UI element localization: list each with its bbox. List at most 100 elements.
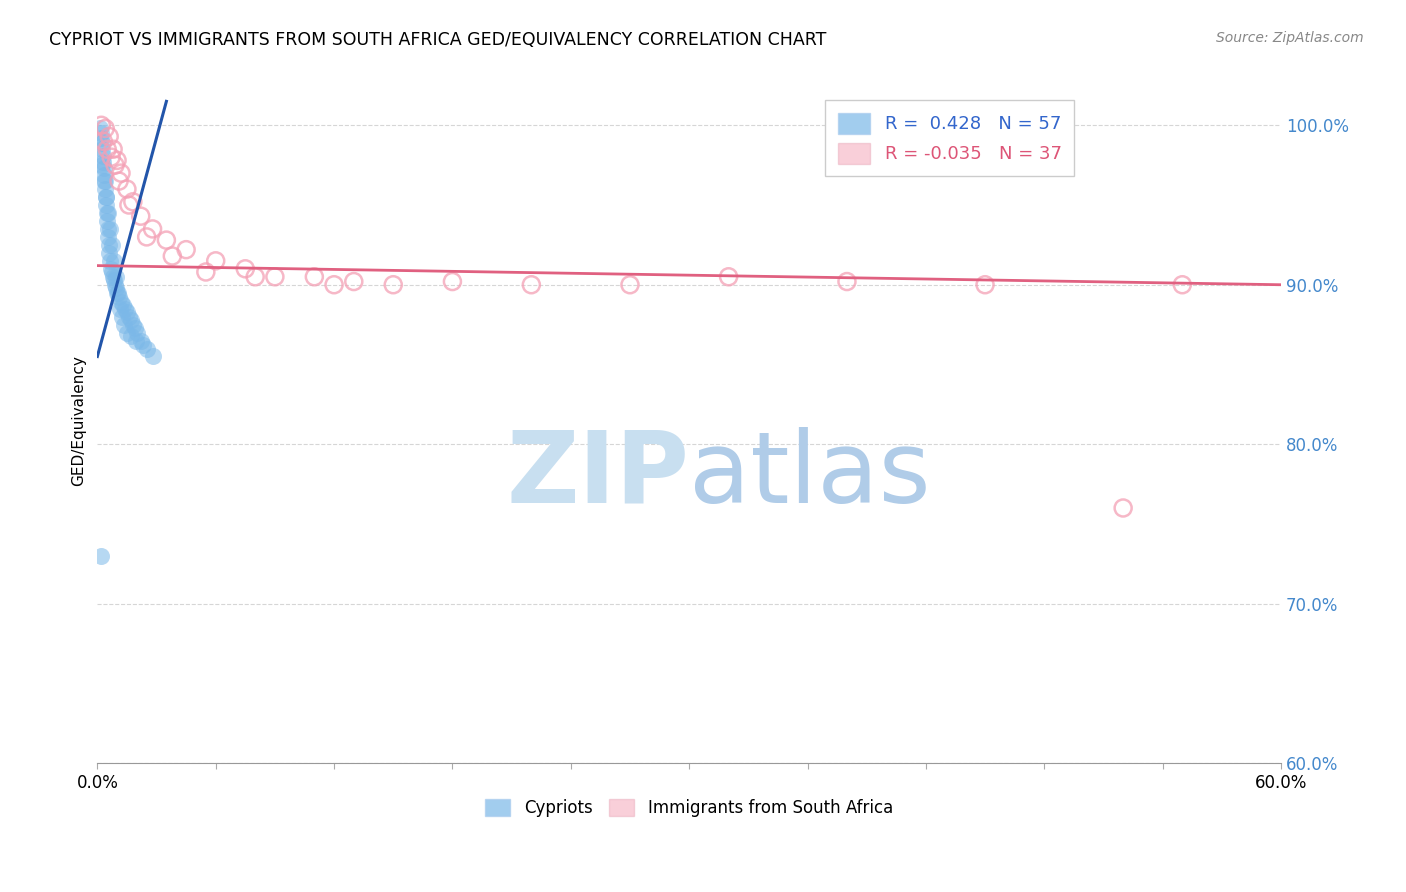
Point xyxy=(91,148,114,162)
Text: Source: ZipAtlas.com: Source: ZipAtlas.com xyxy=(1216,31,1364,45)
Point xyxy=(105,269,128,284)
Point xyxy=(107,285,129,300)
Y-axis label: GED/Equivalency: GED/Equivalency xyxy=(72,355,86,486)
Point xyxy=(120,313,142,327)
Point xyxy=(155,233,177,247)
Point xyxy=(194,265,217,279)
Point xyxy=(129,209,152,223)
Point xyxy=(108,291,131,305)
Point xyxy=(111,310,134,324)
Point xyxy=(90,549,112,563)
Point xyxy=(115,182,138,196)
Point xyxy=(142,350,165,364)
Point xyxy=(101,265,124,279)
Point xyxy=(96,190,118,204)
Point xyxy=(118,198,141,212)
Point xyxy=(96,142,118,156)
Point xyxy=(97,238,120,252)
Point xyxy=(162,249,184,263)
Point xyxy=(343,275,366,289)
Point xyxy=(98,253,121,268)
Point xyxy=(110,166,132,180)
Point xyxy=(135,342,157,356)
Point xyxy=(619,277,641,292)
Point xyxy=(264,269,287,284)
Point xyxy=(142,222,165,236)
Text: CYPRIOT VS IMMIGRANTS FROM SOUTH AFRICA GED/EQUIVALENCY CORRELATION CHART: CYPRIOT VS IMMIGRANTS FROM SOUTH AFRICA … xyxy=(49,31,827,49)
Point xyxy=(98,129,121,144)
Point xyxy=(91,134,114,148)
Point xyxy=(93,168,115,182)
Point xyxy=(90,131,112,145)
Point xyxy=(91,158,114,172)
Point xyxy=(717,269,740,284)
Point xyxy=(100,150,122,164)
Point xyxy=(125,326,148,340)
Point xyxy=(97,222,120,236)
Point xyxy=(98,222,121,236)
Point xyxy=(101,269,124,284)
Point xyxy=(108,174,131,188)
Point xyxy=(93,161,115,176)
Point xyxy=(243,269,266,284)
Point xyxy=(105,281,128,295)
Point xyxy=(121,194,143,209)
Point xyxy=(118,310,141,324)
Point xyxy=(108,301,131,316)
Text: atlas: atlas xyxy=(689,426,931,524)
Point xyxy=(835,275,858,289)
Point xyxy=(101,142,124,156)
Point xyxy=(125,334,148,348)
Point xyxy=(135,230,157,244)
Point xyxy=(105,285,128,300)
Point xyxy=(91,142,114,156)
Point xyxy=(97,206,120,220)
Point xyxy=(382,277,405,292)
Point xyxy=(111,298,134,312)
Point xyxy=(233,261,256,276)
Point xyxy=(98,245,121,260)
Point xyxy=(90,126,112,140)
Point xyxy=(110,295,132,310)
Point xyxy=(100,261,122,276)
Legend: Cypriots, Immigrants from South Africa: Cypriots, Immigrants from South Africa xyxy=(479,792,900,823)
Point xyxy=(89,121,111,136)
Point xyxy=(124,320,146,334)
Point xyxy=(323,277,346,292)
Point xyxy=(105,153,128,168)
Point xyxy=(93,174,115,188)
Point xyxy=(90,136,112,150)
Point xyxy=(96,214,118,228)
Point xyxy=(90,118,112,132)
Point xyxy=(1171,277,1194,292)
Point xyxy=(91,155,114,169)
Point xyxy=(114,301,136,316)
Point xyxy=(441,275,464,289)
Point xyxy=(132,338,155,352)
Text: ZIP: ZIP xyxy=(506,426,689,524)
Point xyxy=(129,334,152,348)
Point xyxy=(115,326,138,340)
Point xyxy=(97,230,120,244)
Point xyxy=(103,253,125,268)
Point xyxy=(94,174,117,188)
Point xyxy=(103,273,125,287)
Point xyxy=(96,206,118,220)
Point xyxy=(204,253,226,268)
Point xyxy=(94,190,117,204)
Point xyxy=(304,269,326,284)
Point xyxy=(115,305,138,319)
Point xyxy=(94,182,117,196)
Point xyxy=(104,158,127,172)
Point xyxy=(96,198,118,212)
Point xyxy=(101,238,124,252)
Point xyxy=(121,318,143,332)
Point xyxy=(104,277,127,292)
Point xyxy=(974,277,997,292)
Point xyxy=(112,318,135,332)
Point xyxy=(94,121,117,136)
Point xyxy=(120,328,142,343)
Point xyxy=(174,243,197,257)
Point xyxy=(1112,500,1135,515)
Point xyxy=(520,277,543,292)
